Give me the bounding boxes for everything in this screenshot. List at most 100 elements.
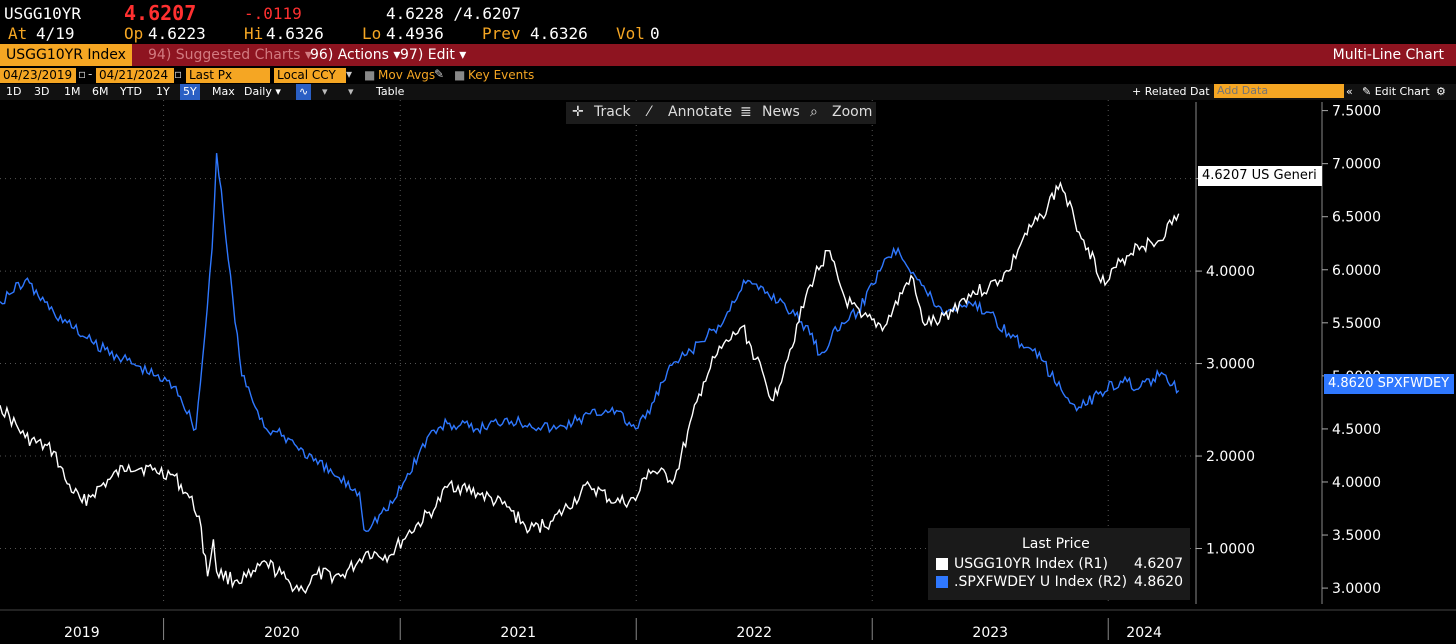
range-button[interactable]: 1Y xyxy=(156,85,170,98)
low-label: Lo xyxy=(362,24,382,43)
range-button[interactable]: Max xyxy=(212,85,235,98)
range-button[interactable]: YTD xyxy=(120,85,142,98)
r2-tick-label: 5.5000 xyxy=(1332,316,1381,332)
suggested-charts-button[interactable]: 94) Suggested Charts ▾ xyxy=(148,47,312,63)
legend-label-spxfwdey[interactable]: .SPXFWDEY U Index (R2) xyxy=(954,574,1128,590)
track-button[interactable]: Track xyxy=(594,104,631,120)
date-row: 04/23/2019 ▫ - 04/21/2024 ▫ Last Px Loca… xyxy=(0,67,1456,84)
r2-tick-label: 4.0000 xyxy=(1332,475,1381,491)
ticker-symbol[interactable]: USGG10YR xyxy=(4,4,82,23)
zoom-icon[interactable]: ⌕ xyxy=(810,104,818,120)
range-button[interactable]: 3D xyxy=(34,85,50,98)
range-button-selected[interactable]: 5Y xyxy=(180,84,200,100)
date-separator: - xyxy=(88,67,93,81)
legend-title: Last Price xyxy=(1022,536,1090,552)
series-spxfwdey-last-tag: 4.8620 SPXFWDEY xyxy=(1324,374,1455,394)
at-date: 4/19 xyxy=(36,24,75,43)
chevron-down-icon[interactable]: ▾ xyxy=(348,85,354,98)
range-button[interactable]: 1M xyxy=(64,85,81,98)
bid-ask: 4.6228 /4.6207 xyxy=(386,4,521,23)
end-date-field[interactable]: 04/21/2024 xyxy=(96,68,174,83)
x-tick-label: 2022 xyxy=(736,625,772,641)
collapse-icon[interactable]: « xyxy=(1346,85,1353,98)
chart-background xyxy=(0,100,1456,644)
pencil-icon[interactable]: ✎ xyxy=(434,67,445,81)
annotate-icon[interactable]: ⁄ xyxy=(648,104,651,120)
r2-tick-label: 3.5000 xyxy=(1332,528,1381,544)
x-tick-label: 2023 xyxy=(972,625,1008,641)
r2-tick-label: 7.5000 xyxy=(1332,104,1381,120)
at-label: At xyxy=(8,24,28,43)
currency-selector[interactable]: Local CCY xyxy=(274,68,346,83)
crosshair-icon[interactable]: ✛ xyxy=(572,104,584,120)
r2-tick-label: 3.0000 xyxy=(1332,581,1381,597)
high-value: 4.6326 xyxy=(266,24,324,43)
series-usgg10yr-last-tag: 4.6207 US Generi xyxy=(1198,166,1322,186)
edit-menu[interactable]: 97) Edit ▾ xyxy=(400,47,467,63)
edit-chart-button[interactable]: ✎ Edit Chart xyxy=(1362,85,1430,98)
add-data-input[interactable] xyxy=(1214,84,1344,98)
chart-toolbar: ✛ Track ⁄ Annotate ≣ News ⌕ Zoom xyxy=(566,102,876,124)
related-data-button[interactable]: + Related Dat xyxy=(1132,85,1210,98)
key-events-toggle[interactable]: Key Events xyxy=(468,68,535,82)
mov-avgs-toggle[interactable]: Mov Avgs xyxy=(378,68,436,82)
legend-swatch-spxfwdey xyxy=(936,576,948,588)
x-tick-label: 2024 xyxy=(1126,625,1162,641)
news-icon[interactable]: ≣ xyxy=(740,104,752,120)
calendar-icon[interactable]: ▫ xyxy=(78,67,87,81)
table-button[interactable]: Table xyxy=(376,85,405,98)
field-selector[interactable]: Last Px xyxy=(186,68,270,83)
x-tick-label: 2020 xyxy=(264,625,300,641)
actions-menu[interactable]: 96) Actions ▾ xyxy=(310,47,401,63)
edit-chart-label: Edit Chart xyxy=(1374,85,1430,98)
x-tick-label: 2019 xyxy=(64,625,100,641)
quote-header: USGG10YR 4.6207 -.0119 4.6228 /4.6207 At… xyxy=(0,0,1456,44)
legend-swatch-usgg10yr xyxy=(936,558,948,570)
line-chart-icon[interactable]: ∿ xyxy=(296,84,312,100)
r2-tick-label: 4.5000 xyxy=(1332,422,1381,438)
open-label: Op xyxy=(124,24,144,43)
x-tick-label: 2021 xyxy=(500,625,536,641)
legend-label-usgg10yr[interactable]: USGG10YR Index (R1) xyxy=(954,556,1108,572)
checkbox-icon[interactable]: ■ xyxy=(454,68,466,82)
r2-tick-label: 6.0000 xyxy=(1332,263,1381,279)
r1-tick-label: 1.0000 xyxy=(1206,542,1255,558)
x-axis: 2019 2020 2021 2022 2023 2024 xyxy=(64,618,1162,641)
legend-value-spxfwdey: 4.8620 xyxy=(1134,574,1183,590)
legend: Last Price USGG10YR Index (R1) 4.6207 .S… xyxy=(928,528,1190,600)
r2-tick-label: 6.5000 xyxy=(1332,210,1381,226)
legend-value-usgg10yr: 4.6207 xyxy=(1134,556,1183,572)
range-button[interactable]: 1D xyxy=(6,85,22,98)
open-value: 4.6223 xyxy=(148,24,206,43)
volume-value: 0 xyxy=(650,24,660,43)
chevron-down-icon[interactable]: ▾ xyxy=(322,85,328,98)
volume-label: Vol xyxy=(616,24,645,43)
year-separators xyxy=(163,100,1109,604)
r1-tick-label: 3.0000 xyxy=(1206,357,1255,373)
period-selector[interactable]: Daily ▾ xyxy=(244,85,281,98)
series-spxfwdey-line[interactable] xyxy=(0,153,1180,533)
start-date-field[interactable]: 04/23/2019 xyxy=(0,68,76,83)
last-price: 4.6207 xyxy=(124,1,197,25)
security-field[interactable]: USGG10YR Index xyxy=(0,44,132,66)
gear-icon[interactable]: ⚙ xyxy=(1436,85,1446,98)
chart-type-label: Multi-Line Chart xyxy=(1332,47,1444,63)
series-usgg10yr-line[interactable] xyxy=(0,181,1180,595)
range-button[interactable]: 6M xyxy=(92,85,109,98)
prev-label: Prev xyxy=(482,24,521,43)
chevron-down-icon[interactable]: ▾ xyxy=(346,67,353,81)
prev-value: 4.6326 xyxy=(530,24,588,43)
news-button[interactable]: News xyxy=(762,104,800,120)
calendar-icon[interactable]: ▫ xyxy=(174,67,183,81)
r1-tick-label: 4.0000 xyxy=(1206,264,1255,280)
r2-tick-label: 7.0000 xyxy=(1332,157,1381,173)
range-row: 1D 3D 1M 6M YTD 1Y 5Y Max Daily ▾ ∿ ▾ ▾ … xyxy=(0,84,1456,100)
net-change: -.0119 xyxy=(244,4,302,23)
zoom-button[interactable]: Zoom xyxy=(832,104,873,120)
annotate-button[interactable]: Annotate xyxy=(668,104,733,120)
high-label: Hi xyxy=(244,24,264,43)
checkbox-icon[interactable]: ■ xyxy=(364,68,376,82)
r1-tick-label: 2.0000 xyxy=(1206,449,1255,465)
low-value: 4.4936 xyxy=(386,24,444,43)
